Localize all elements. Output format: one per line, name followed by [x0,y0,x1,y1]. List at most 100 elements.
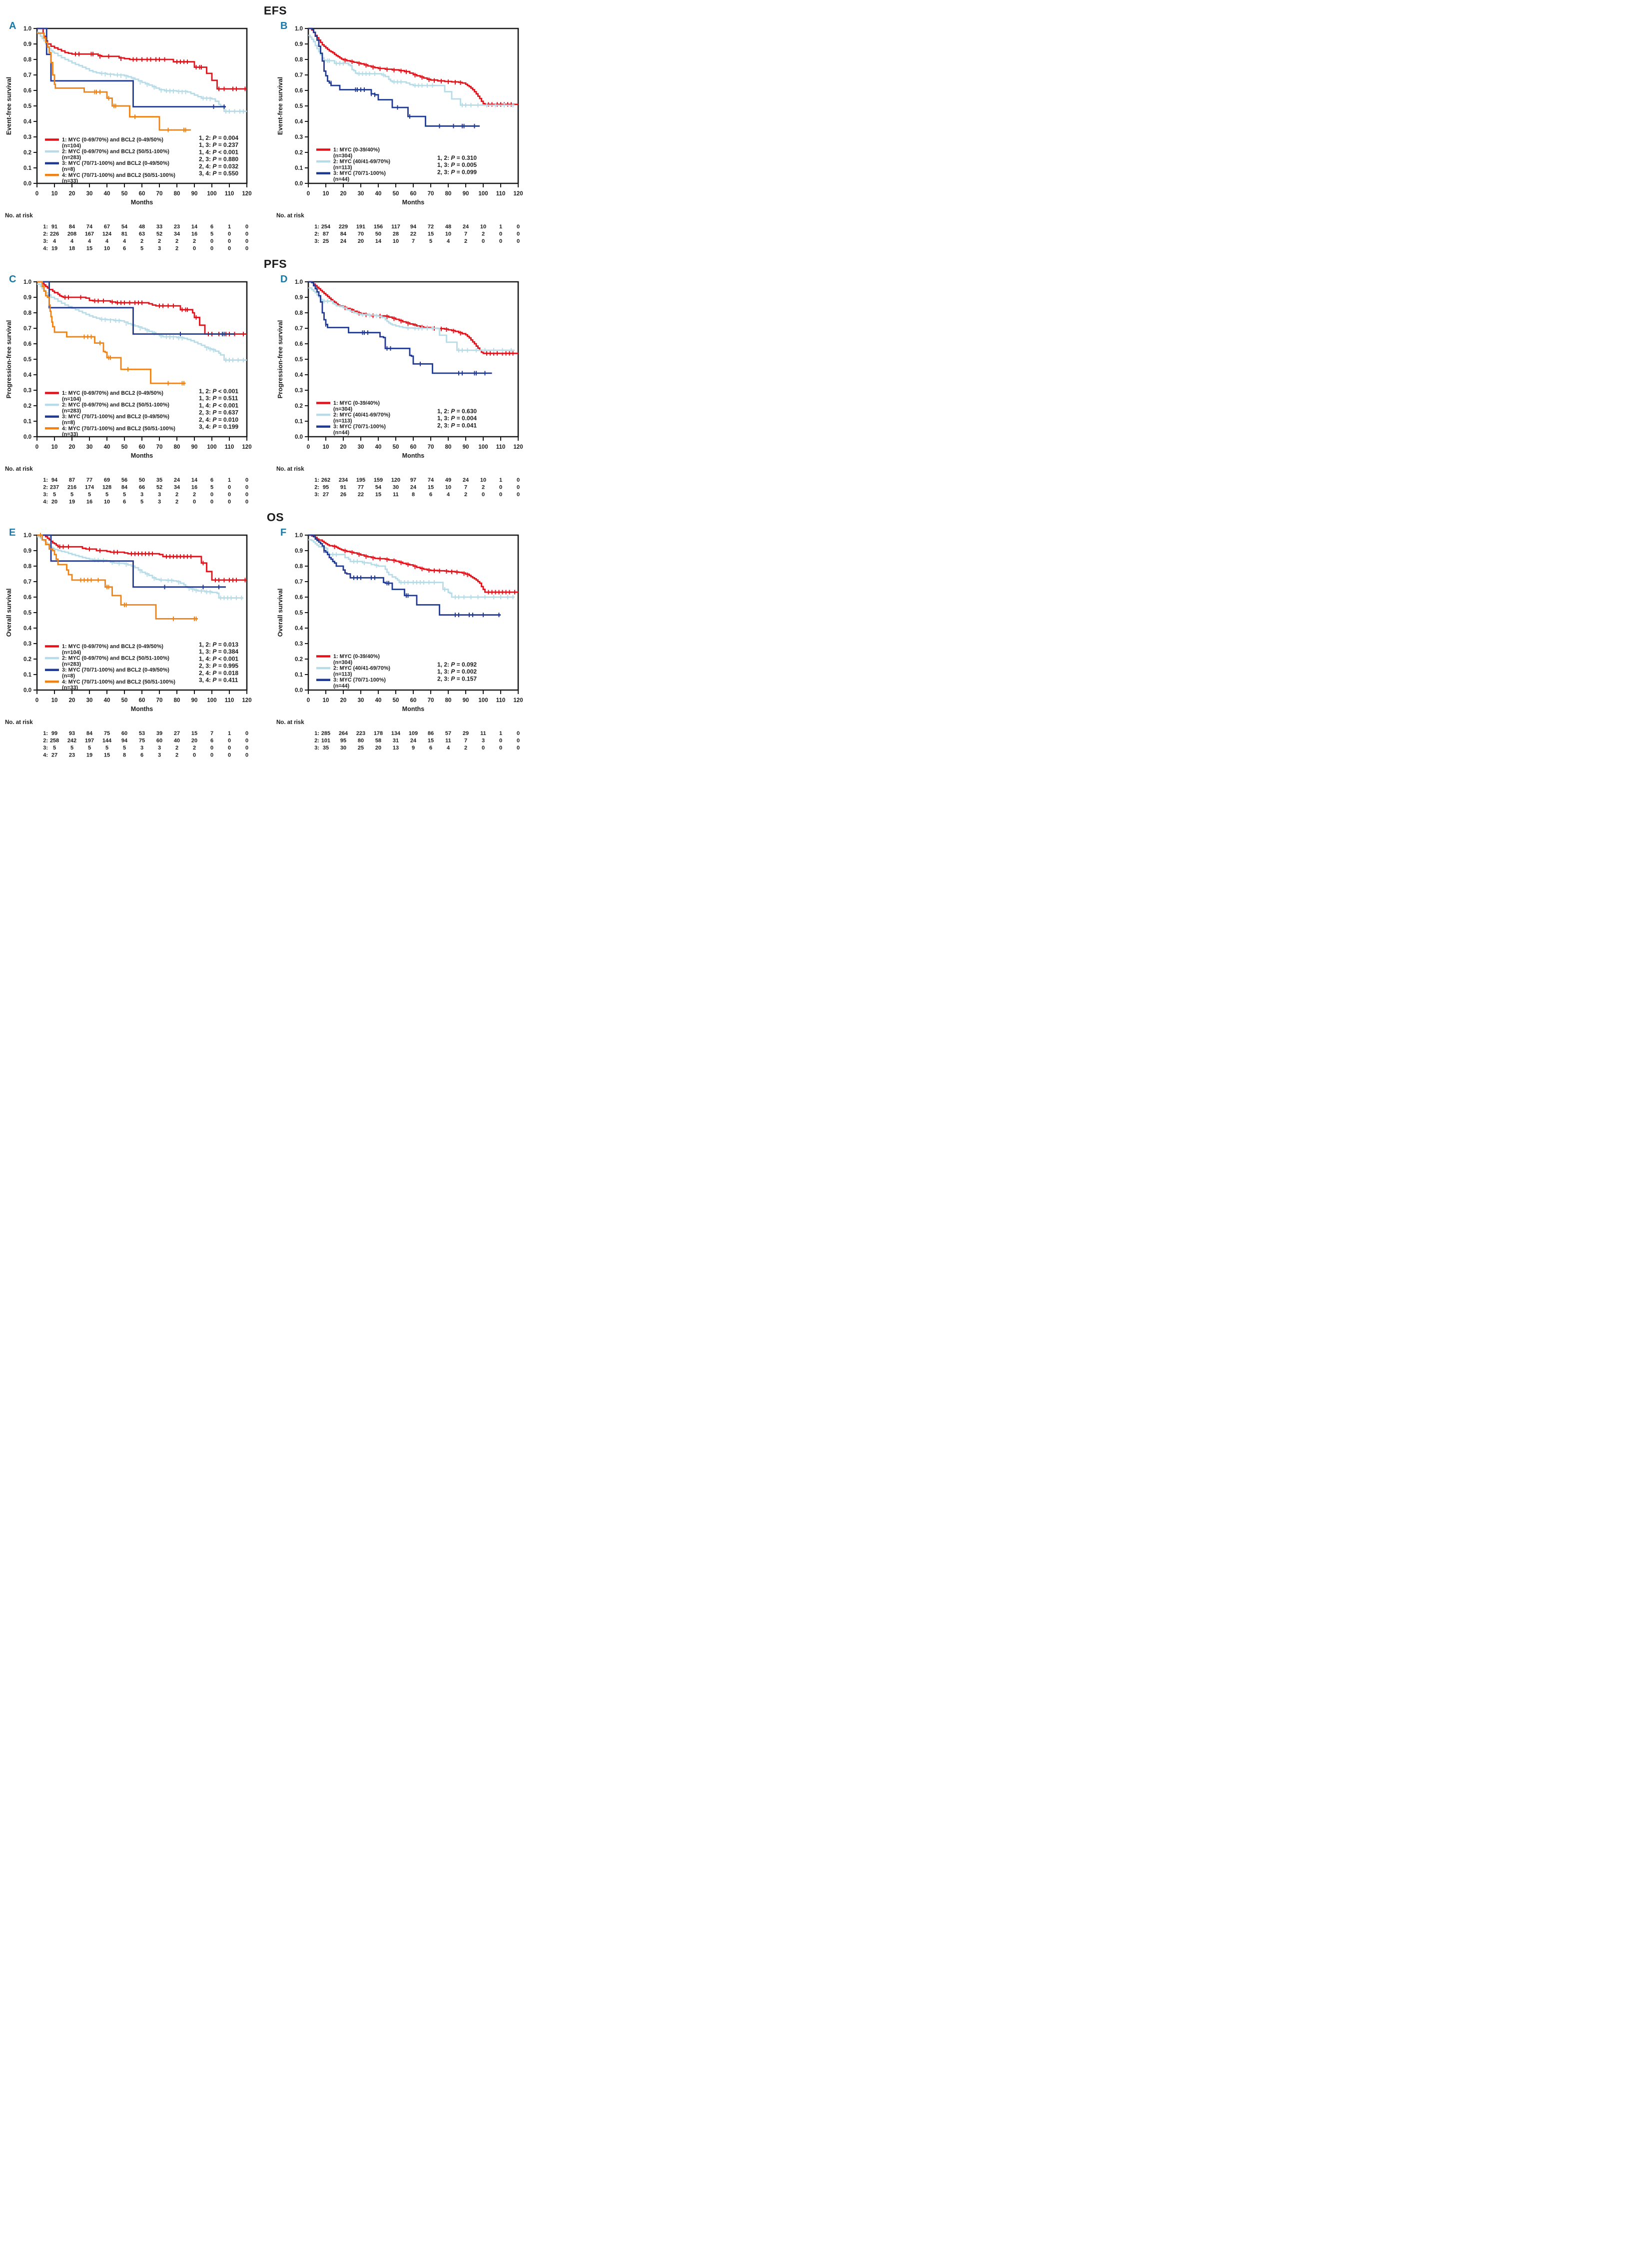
svg-text:285: 285 [321,731,330,737]
panel-letter-b: B [280,20,288,31]
section-title-efs: EFS [263,4,287,17]
svg-text:0: 0 [228,231,231,237]
svg-text:29: 29 [463,731,469,737]
svg-text:0.8: 0.8 [23,564,32,570]
svg-text:40: 40 [375,191,382,197]
svg-text:74: 74 [86,224,93,230]
svg-text:100: 100 [207,444,216,450]
svg-text:2: 2 [175,499,178,505]
svg-text:0: 0 [210,745,213,751]
svg-text:25: 25 [358,745,364,751]
svg-text:0: 0 [307,444,310,450]
svg-text:84: 84 [69,224,75,230]
svg-text:3:: 3: [314,238,319,244]
svg-text:15: 15 [191,731,197,737]
svg-text:144: 144 [102,738,112,744]
svg-text:(n=113): (n=113) [333,164,352,170]
svg-text:0.6: 0.6 [295,595,303,601]
svg-text:10: 10 [51,191,58,197]
svg-text:50: 50 [375,231,381,237]
svg-text:0: 0 [499,745,502,751]
svg-text:0: 0 [245,745,248,751]
svg-text:2, 3: P = 0.637: 2, 3: P = 0.637 [199,409,238,416]
svg-text:2, 3: P = 0.041: 2, 3: P = 0.041 [437,422,477,429]
svg-text:5: 5 [123,745,126,751]
svg-text:0: 0 [307,191,310,197]
svg-text:0.5: 0.5 [295,103,303,109]
svg-text:0: 0 [193,246,196,252]
svg-text:24: 24 [340,238,347,244]
svg-text:0.1: 0.1 [295,672,303,678]
svg-text:0.5: 0.5 [23,357,32,363]
svg-text:54: 54 [375,485,382,491]
svg-text:(n=304): (n=304) [333,406,353,412]
svg-text:3:: 3: [314,745,319,751]
svg-text:0: 0 [35,444,38,450]
svg-text:0: 0 [517,745,520,751]
svg-text:3: 3 [140,492,143,498]
svg-text:2: MYC (40/41-69/70%): 2: MYC (40/41-69/70%) [333,412,390,418]
svg-text:57: 57 [445,731,451,737]
svg-text:86: 86 [428,731,434,737]
svg-text:No. at risk: No. at risk [5,466,33,472]
svg-text:(n=8): (n=8) [62,673,75,679]
svg-text:0: 0 [193,499,196,505]
km-chart-b: 0.00.10.20.30.40.50.60.70.80.91.00 10 20 30… [276,26,523,244]
svg-text:0.1: 0.1 [23,165,32,171]
svg-text:67: 67 [104,224,110,230]
svg-text:Overall survival: Overall survival [5,589,12,637]
svg-text:81: 81 [121,231,127,237]
svg-text:87: 87 [323,231,329,237]
svg-text:2: 2 [193,492,196,498]
svg-text:24: 24 [174,477,180,483]
svg-text:0.4: 0.4 [295,119,303,125]
svg-text:60: 60 [410,698,417,704]
svg-text:3: 3 [158,492,161,498]
svg-text:6: 6 [140,752,143,758]
svg-text:56: 56 [121,477,127,483]
svg-text:0.5: 0.5 [295,357,303,363]
svg-text:100: 100 [207,191,216,197]
svg-text:23: 23 [174,224,180,230]
svg-text:(n=304): (n=304) [333,660,353,666]
svg-text:(n=44): (n=44) [333,683,350,689]
svg-text:4: 4 [88,238,91,244]
svg-text:35: 35 [156,477,162,483]
svg-text:0: 0 [228,752,231,758]
svg-text:7: 7 [210,731,213,737]
svg-text:60: 60 [121,731,127,737]
svg-text:0: 0 [245,492,248,498]
svg-text:1.0: 1.0 [23,26,31,32]
svg-text:97: 97 [410,477,416,483]
svg-text:11: 11 [445,738,451,744]
svg-text:39: 39 [156,731,162,737]
svg-text:(n=33): (n=33) [62,178,78,184]
svg-text:60: 60 [410,444,417,450]
svg-text:110: 110 [496,698,506,704]
svg-text:1, 3: P = 0.005: 1, 3: P = 0.005 [437,161,477,168]
svg-text:72: 72 [428,224,434,230]
km-chart-d: 0.00.10.20.30.40.50.60.70.80.91.00 10 20 30… [276,279,523,498]
svg-text:23: 23 [69,752,75,758]
svg-text:6: 6 [123,246,126,252]
panel-letter-c: C [9,274,16,285]
svg-text:90: 90 [191,444,198,450]
svg-text:Months: Months [131,199,153,206]
svg-text:50: 50 [393,191,399,197]
svg-text:60: 60 [156,738,162,744]
svg-text:80: 80 [445,698,452,704]
svg-text:100: 100 [478,191,488,197]
svg-text:0: 0 [228,246,231,252]
svg-text:8: 8 [412,492,415,498]
svg-text:40: 40 [104,444,110,450]
svg-text:120: 120 [242,444,251,450]
svg-text:2: 2 [175,752,178,758]
svg-text:11: 11 [480,731,486,737]
svg-text:2: MYC (0-69/70%) and BCL2 (50: 2: MYC (0-69/70%) and BCL2 (50/51-100%) [62,402,169,408]
svg-text:19: 19 [69,499,75,505]
svg-text:0: 0 [517,738,520,744]
svg-text:50: 50 [121,191,128,197]
svg-text:50: 50 [139,477,145,483]
svg-text:5: 5 [140,499,143,505]
svg-text:3: 3 [140,745,143,751]
